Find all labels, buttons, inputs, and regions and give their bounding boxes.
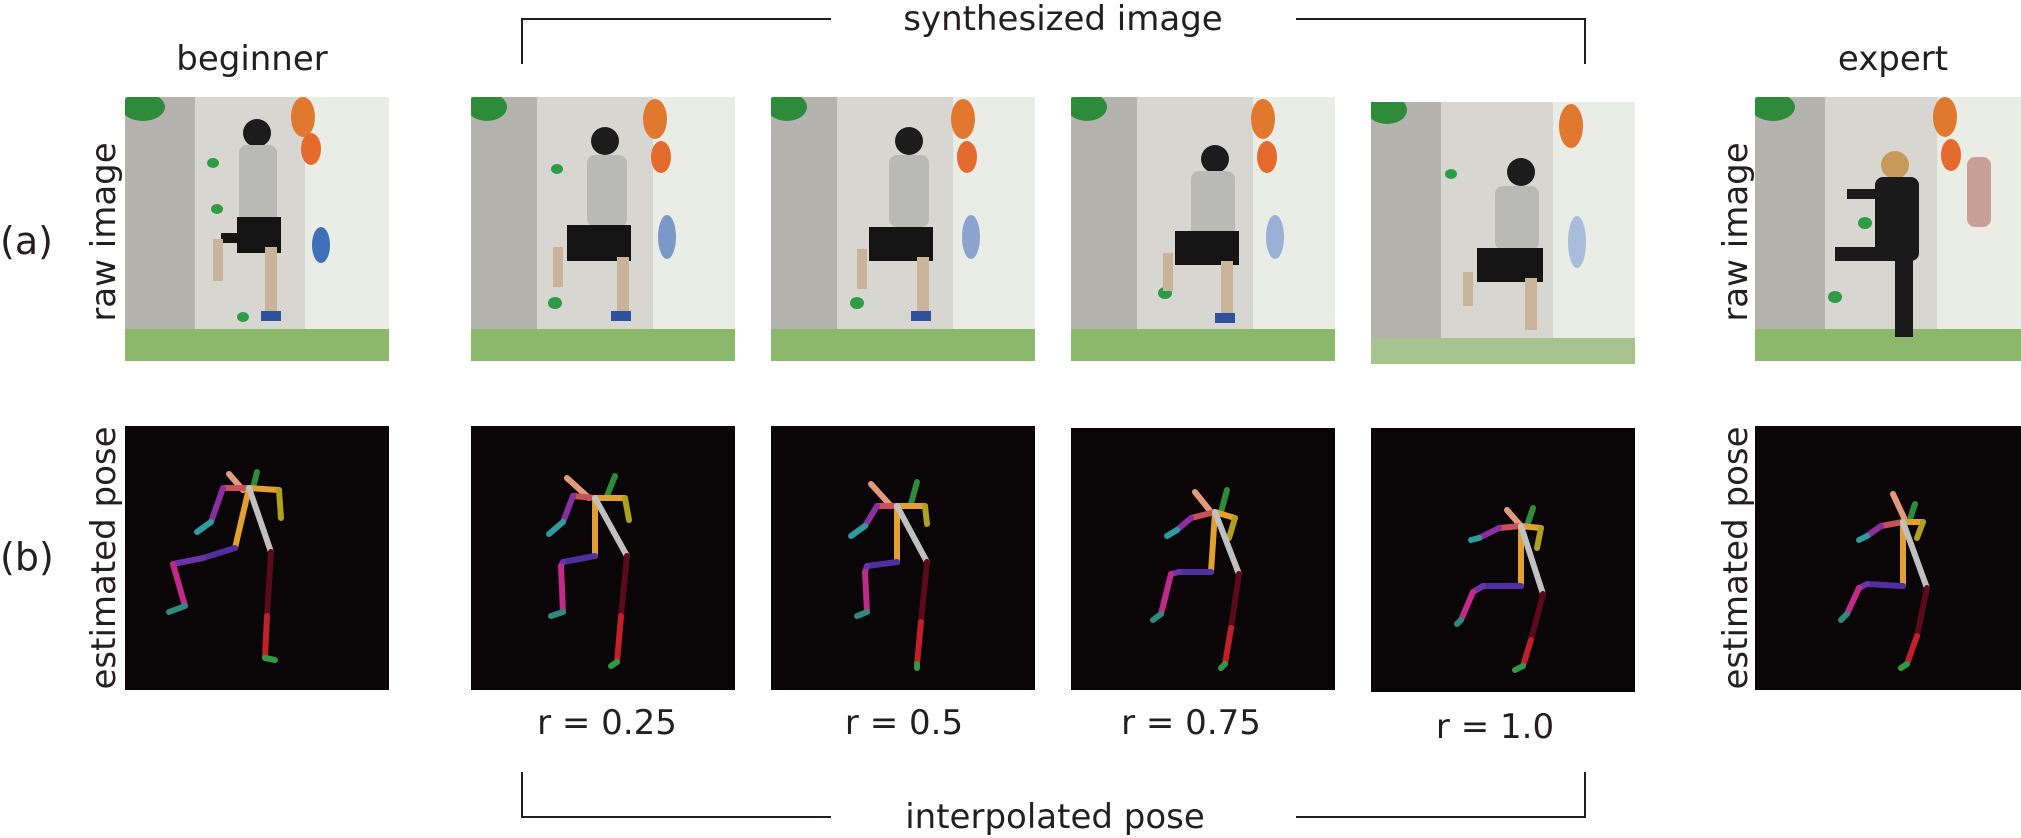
estimated-pose-label-right: estimated pose xyxy=(1716,426,1756,690)
row-label-a: (a) xyxy=(0,219,53,263)
row-label-b: (b) xyxy=(0,535,54,579)
top-bracket-right-tick xyxy=(1584,18,1586,64)
raw-image-label-right: raw image xyxy=(1716,142,1756,322)
top-bracket-left-line xyxy=(521,18,831,20)
estimated-pose-label-left: estimated pose xyxy=(84,426,124,690)
top-bracket-left-tick xyxy=(521,18,523,64)
ratio-label-r025: r = 0.25 xyxy=(537,703,677,743)
top-bracket-right-line xyxy=(1296,18,1586,20)
synthesized-image-r05 xyxy=(771,97,1035,361)
interpolated-pose-r05 xyxy=(771,426,1035,690)
expert-title: expert xyxy=(1837,39,1949,79)
beginner-raw-image xyxy=(125,97,389,361)
bottom-bracket-right-line xyxy=(1296,816,1586,818)
interpolated-pose-label: interpolated pose xyxy=(905,797,1205,837)
raw-image-label-left: raw image xyxy=(84,142,124,322)
bottom-bracket-left-tick xyxy=(521,772,523,818)
beginner-estimated-pose xyxy=(125,426,389,690)
synthesized-image-r025 xyxy=(471,97,735,361)
ratio-label-r075: r = 0.75 xyxy=(1121,703,1261,743)
expert-raw-image xyxy=(1755,97,2021,361)
ratio-label-r10: r = 1.0 xyxy=(1435,707,1555,747)
synthesized-image-r075 xyxy=(1071,97,1335,361)
interpolated-pose-r025 xyxy=(471,426,735,690)
synthesized-image-r10 xyxy=(1371,102,1635,364)
synthesized-image-label: synthesized image xyxy=(903,0,1223,39)
interpolated-pose-r075 xyxy=(1071,428,1335,690)
interpolated-pose-r10 xyxy=(1371,428,1635,692)
bottom-bracket-right-tick xyxy=(1584,772,1586,818)
ratio-label-r05: r = 0.5 xyxy=(844,703,964,743)
bottom-bracket-left-line xyxy=(521,816,831,818)
beginner-title: beginner xyxy=(176,39,328,79)
expert-estimated-pose xyxy=(1755,426,2021,690)
